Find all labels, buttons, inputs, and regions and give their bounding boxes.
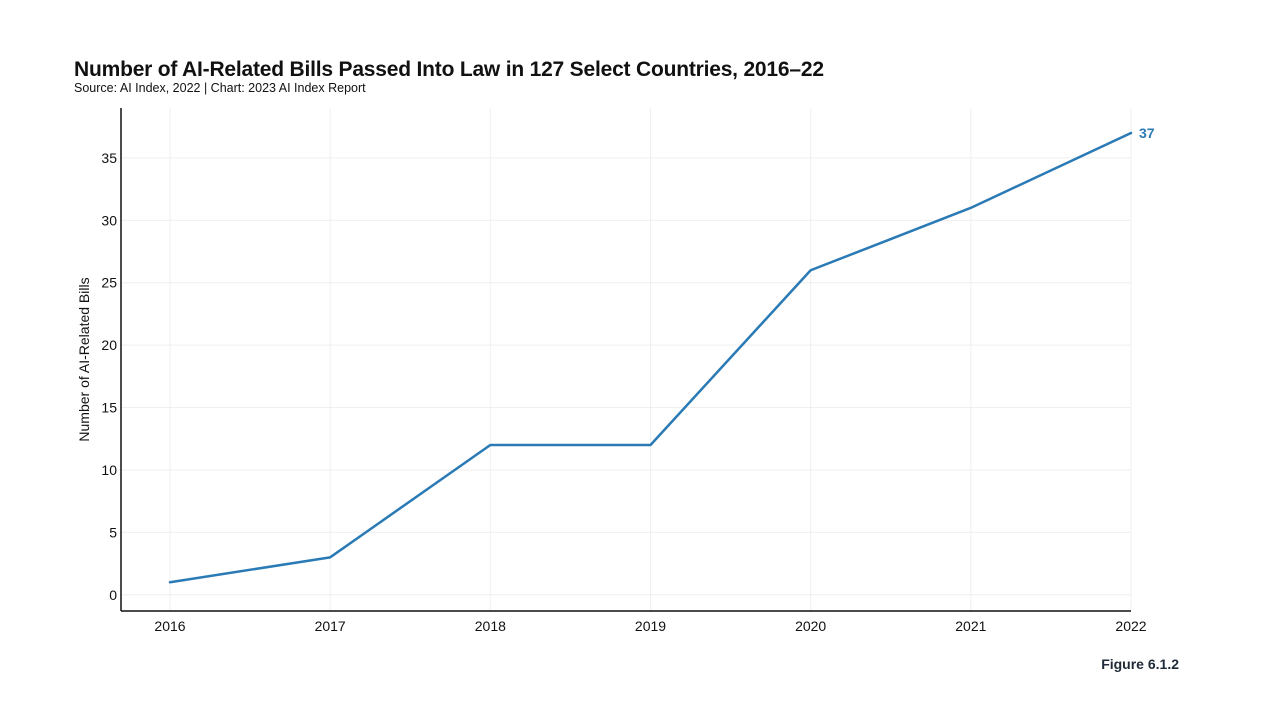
axes: [120, 108, 1131, 612]
x-tick-label: 2016: [154, 618, 185, 634]
tick-labels: 0 5 10 15 20 25 30 35 2016 2017 2018 2019 2020 2021 20…: [101, 150, 1146, 634]
x-tick-label: 2020: [795, 618, 826, 634]
y-tick-label: 0: [109, 587, 117, 603]
y-tick-label: 30: [101, 212, 117, 228]
y-axis-title: Number of AI-Related Bills: [76, 277, 92, 441]
data-series: [168, 131, 1133, 584]
x-tick-label: 2018: [475, 618, 506, 634]
y-tick-label: 5: [109, 524, 117, 540]
chart-title: Number of AI-Related Bills Passed Into L…: [74, 58, 824, 81]
y-tick-label: 10: [101, 462, 117, 478]
x-tick-label: 2021: [955, 618, 986, 634]
chart-subtitle: Source: AI Index, 2022 | Chart: 2023 AI …: [74, 81, 366, 95]
y-tick-label: 20: [101, 337, 117, 353]
y-tick-label: 15: [101, 400, 117, 416]
figure-label: Figure 6.1.2: [1101, 656, 1179, 672]
grid-lines: [121, 108, 1132, 611]
y-tick-label: 35: [101, 150, 117, 166]
end-value-label: 37: [1139, 125, 1155, 141]
y-tick-label: 25: [101, 275, 117, 291]
x-tick-label: 2017: [315, 618, 346, 634]
series-line: [168, 131, 1133, 584]
x-tick-label: 2022: [1115, 618, 1146, 634]
x-tick-label: 2019: [635, 618, 666, 634]
